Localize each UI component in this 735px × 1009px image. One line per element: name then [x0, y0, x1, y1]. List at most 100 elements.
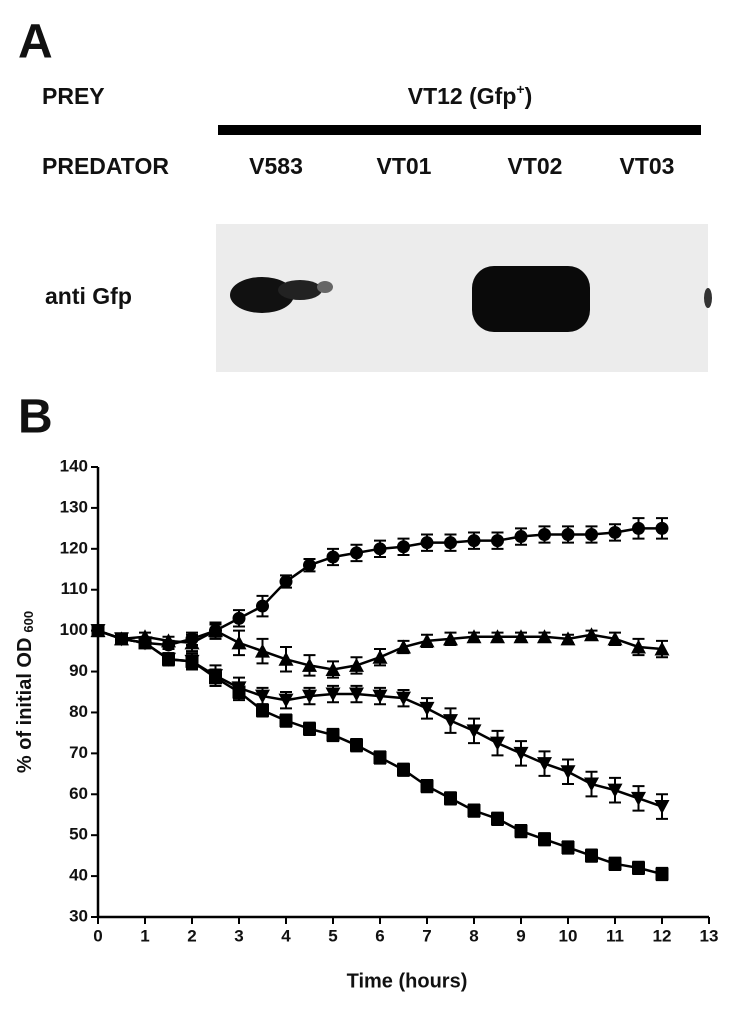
y-tick-label: 50 — [69, 825, 88, 844]
marker — [232, 685, 246, 699]
marker — [420, 536, 434, 550]
marker — [350, 546, 363, 560]
marker — [350, 738, 363, 752]
marker — [302, 657, 317, 672]
y-tick-label: 120 — [60, 538, 88, 557]
marker — [115, 632, 128, 646]
x-tick-label: 6 — [375, 926, 384, 945]
lane-label: VT01 — [377, 153, 432, 179]
y-tick-label: 90 — [69, 661, 88, 680]
marker — [209, 671, 222, 685]
lane-label: VT02 — [508, 153, 563, 179]
y-tick-label: 40 — [69, 866, 88, 885]
marker — [632, 861, 645, 875]
marker — [419, 633, 435, 648]
marker — [373, 750, 387, 764]
marker — [372, 689, 388, 704]
marker — [655, 521, 669, 535]
marker — [326, 728, 340, 742]
marker — [397, 763, 410, 777]
marker — [256, 599, 269, 613]
marker — [161, 633, 176, 648]
lane-label: VT03 — [620, 153, 675, 179]
marker — [585, 528, 598, 541]
panel-label: B — [18, 391, 53, 444]
marker — [560, 631, 576, 646]
marker — [537, 757, 552, 772]
marker — [279, 714, 293, 728]
marker — [466, 724, 482, 739]
x-tick-label: 4 — [281, 926, 291, 945]
marker — [491, 534, 504, 548]
x-tick-label: 1 — [140, 926, 149, 945]
marker — [607, 783, 623, 798]
marker — [278, 651, 294, 666]
x-tick-label: 3 — [234, 926, 243, 945]
marker — [631, 791, 646, 806]
y-tick-label: 110 — [61, 579, 88, 598]
marker — [607, 631, 623, 646]
marker — [397, 540, 410, 554]
blot — [216, 224, 712, 372]
x-tick-label: 10 — [559, 926, 578, 945]
prey-strain-tail: ) — [525, 83, 533, 109]
marker — [325, 662, 341, 676]
marker — [303, 558, 316, 572]
y-tick-label: 30 — [69, 906, 88, 925]
x-tick-label: 11 — [606, 926, 624, 945]
marker — [654, 800, 670, 815]
marker — [396, 639, 411, 654]
marker — [208, 623, 223, 638]
marker — [467, 534, 481, 548]
marker — [513, 629, 529, 644]
marker — [514, 824, 528, 838]
marker — [655, 867, 669, 881]
marker — [584, 777, 599, 792]
marker — [232, 611, 246, 625]
marker — [279, 575, 293, 589]
y-tick-label: 70 — [69, 743, 88, 762]
marker — [325, 687, 341, 702]
blot-label: anti Gfp — [45, 283, 132, 309]
y-axis-label-text: % of initial OD — [14, 638, 36, 774]
marker — [513, 746, 529, 761]
marker — [561, 528, 575, 541]
y-tick-label: 80 — [69, 702, 88, 721]
marker — [631, 639, 646, 654]
x-tick-label: 0 — [93, 926, 102, 945]
panel-label: A — [18, 16, 53, 69]
marker — [373, 542, 387, 556]
x-tick-label: 13 — [700, 926, 719, 945]
marker — [302, 689, 317, 704]
x-tick-label: 5 — [328, 926, 337, 945]
marker — [654, 641, 670, 656]
marker — [444, 536, 457, 550]
marker — [443, 714, 458, 729]
marker — [185, 654, 199, 668]
marker — [538, 528, 551, 541]
marker — [138, 636, 152, 650]
marker — [419, 701, 435, 716]
prey-bar — [218, 125, 701, 135]
marker — [467, 804, 481, 818]
y-axis-label-sub: 600 — [21, 611, 36, 633]
marker — [255, 689, 270, 704]
marker — [490, 629, 505, 644]
marker — [420, 779, 434, 793]
marker — [231, 635, 247, 650]
lane-label: V583 — [249, 153, 303, 179]
prey-strain-text: VT12 (Gfp — [408, 83, 517, 109]
marker — [490, 736, 505, 751]
marker — [396, 691, 411, 706]
x-tick-label: 9 — [516, 926, 525, 945]
marker — [278, 693, 294, 708]
y-axis-label: % of initial OD 600 — [14, 611, 36, 773]
marker — [491, 812, 504, 826]
x-axis-label: Time (hours) — [347, 970, 468, 992]
marker — [349, 687, 364, 702]
marker — [91, 624, 105, 638]
marker — [514, 530, 528, 544]
marker — [444, 791, 457, 805]
prey-strain-sup: + — [516, 81, 524, 97]
